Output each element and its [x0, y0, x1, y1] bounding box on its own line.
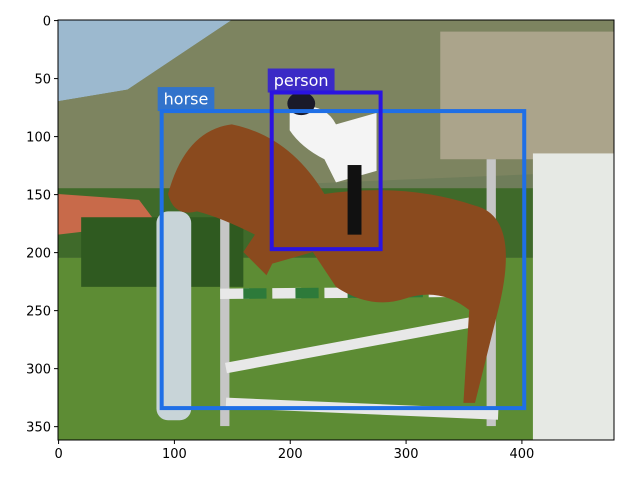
sky	[58, 20, 232, 102]
y-tick-label: 150	[26, 189, 51, 204]
x-tick-label: 100	[162, 447, 187, 462]
y-tick-label: 350	[26, 421, 51, 436]
y-tick-label: 50	[34, 73, 51, 88]
horse	[168, 124, 506, 403]
x-tick-label: 400	[509, 447, 534, 462]
photo	[58, 20, 614, 440]
label-background	[157, 87, 215, 112]
y-tick-label: 100	[26, 131, 51, 146]
y-tick-label: 200	[26, 247, 51, 262]
rail	[225, 316, 476, 374]
houses	[440, 31, 614, 160]
x-tick-label: 200	[278, 447, 303, 462]
y-tick-label: 300	[26, 363, 51, 378]
label-background	[267, 68, 335, 93]
sign-board	[532, 153, 614, 440]
axes-frame	[57, 19, 615, 441]
bounding-box	[159, 109, 527, 411]
boot	[347, 165, 362, 235]
y-tick-label: 0	[43, 15, 51, 30]
x-tick-label: 300	[394, 447, 419, 462]
rider	[289, 105, 377, 183]
box-label: person	[274, 71, 329, 90]
box-label: horse	[164, 90, 209, 109]
y-tick-label: 250	[26, 305, 51, 320]
x-tick-label: 0	[54, 447, 62, 462]
wing-left	[156, 211, 192, 421]
